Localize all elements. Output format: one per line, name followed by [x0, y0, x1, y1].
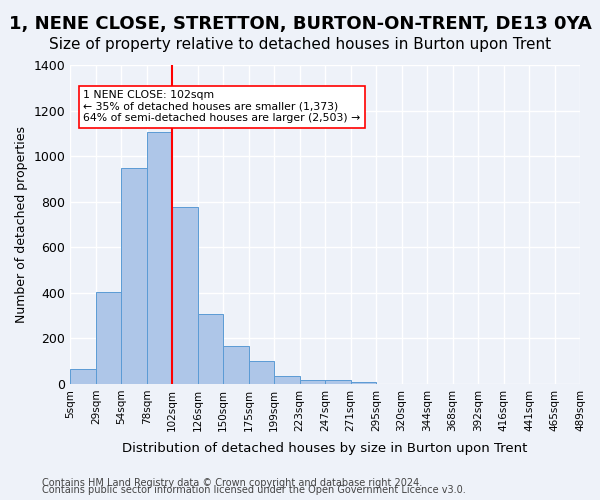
Text: 1, NENE CLOSE, STRETTON, BURTON-ON-TRENT, DE13 0YA: 1, NENE CLOSE, STRETTON, BURTON-ON-TRENT…	[8, 15, 592, 33]
Text: Size of property relative to detached houses in Burton upon Trent: Size of property relative to detached ho…	[49, 38, 551, 52]
Text: Contains public sector information licensed under the Open Government Licence v3: Contains public sector information licen…	[42, 485, 466, 495]
Bar	[299, 380, 325, 384]
Text: 1 NENE CLOSE: 102sqm
← 35% of detached houses are smaller (1,373)
64% of semi-de: 1 NENE CLOSE: 102sqm ← 35% of detached h…	[83, 90, 360, 124]
X-axis label: Distribution of detached houses by size in Burton upon Trent: Distribution of detached houses by size …	[122, 442, 528, 455]
Bar	[223, 346, 248, 384]
Y-axis label: Number of detached properties: Number of detached properties	[15, 126, 28, 323]
Bar	[325, 380, 350, 384]
Bar	[121, 168, 147, 384]
Bar	[70, 369, 96, 384]
Text: Contains HM Land Registry data © Crown copyright and database right 2024.: Contains HM Land Registry data © Crown c…	[42, 478, 422, 488]
Bar	[147, 132, 172, 384]
Bar	[96, 292, 121, 384]
Bar	[248, 361, 274, 384]
Bar	[274, 376, 299, 384]
Bar	[350, 382, 376, 384]
Bar	[198, 314, 223, 384]
Bar	[172, 208, 198, 384]
